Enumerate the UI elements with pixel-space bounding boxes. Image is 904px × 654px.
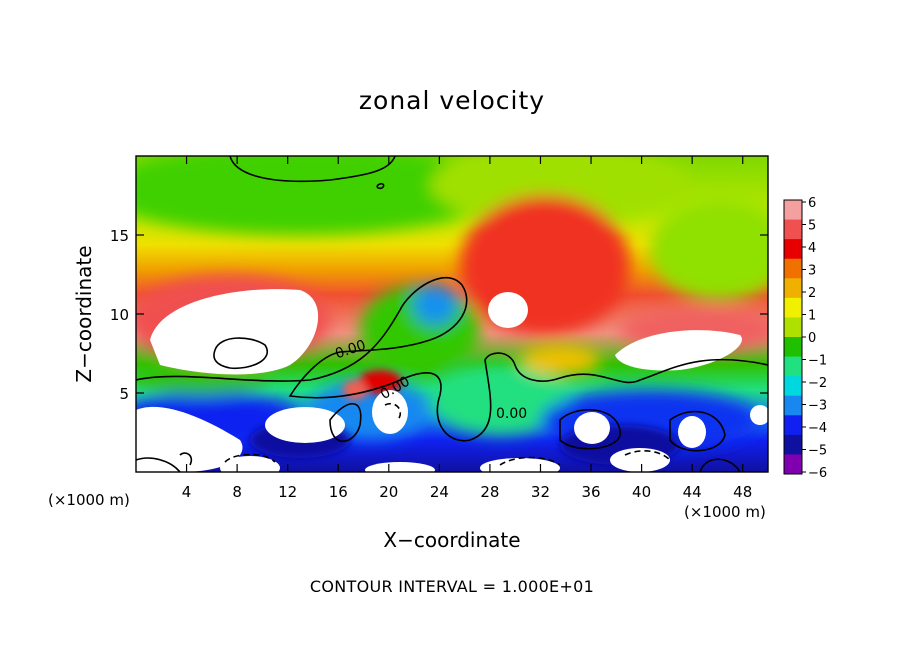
x-tick-label: 36 <box>581 483 600 501</box>
x-tick-label: 28 <box>480 483 499 501</box>
x-tick-label: 20 <box>379 483 398 501</box>
x-tick-label: 40 <box>632 483 651 501</box>
x-tick-label: 32 <box>531 483 550 501</box>
colorbar-swatch <box>784 337 802 358</box>
x-tick-label: 4 <box>182 483 192 501</box>
colorbar-swatch <box>784 219 802 240</box>
x-tick-label: 16 <box>329 483 348 501</box>
colorbar-swatch <box>784 454 802 475</box>
y-tick-label: 5 <box>119 385 129 403</box>
colorbar-label: −2 <box>808 376 827 391</box>
x-unit-label: (×1000 m) <box>684 503 766 521</box>
colorbar-label: 2 <box>808 286 816 301</box>
x-tick-label: 44 <box>683 483 702 501</box>
contour-label: 0.00 <box>496 406 527 422</box>
x-tick-label: 48 <box>733 483 752 501</box>
colorbar-swatch <box>784 395 802 416</box>
colorbar-swatch <box>784 434 802 455</box>
x-tick-label: 12 <box>278 483 297 501</box>
x-axis: 4 8 12 16 20 24 28 32 36 40 44 48 <box>182 156 752 501</box>
colorbar-label: 1 <box>808 309 816 324</box>
y-tick-label: 15 <box>110 227 129 245</box>
colorbar-swatch <box>784 317 802 338</box>
y-tick-label: 10 <box>110 306 129 324</box>
x-tick-label: 8 <box>232 483 242 501</box>
colorbar-label: −4 <box>808 421 827 436</box>
colorbar-label: 0 <box>808 331 816 346</box>
colorbar-label: −1 <box>808 354 827 369</box>
colorbar-label: −5 <box>808 444 827 459</box>
colorbar-label: 4 <box>808 241 816 256</box>
colorbar-swatch <box>784 356 802 377</box>
colorbar-swatch <box>784 415 802 436</box>
colorbar-label: 5 <box>808 219 816 234</box>
heatmap-field <box>136 156 768 472</box>
colorbar-swatch <box>784 239 802 260</box>
colorbar-label: 6 <box>808 196 816 211</box>
colorbar-swatch <box>784 297 802 318</box>
colorbar-swatch <box>784 376 802 397</box>
colorbar-swatch <box>784 278 802 299</box>
contour-interval-note: CONTOUR INTERVAL = 1.000E+01 <box>309 577 595 596</box>
y-axis: 5 10 15 <box>110 227 768 403</box>
y-axis-title: Z−coordinate <box>72 245 96 382</box>
chart-title: zonal velocity <box>358 86 546 115</box>
colorbar-label: 3 <box>808 264 816 279</box>
colorbar-label: −6 <box>808 466 827 481</box>
colorbar-label: −3 <box>808 399 827 414</box>
y-unit-label: (×1000 m) <box>48 491 130 509</box>
colorbar-swatch <box>784 200 802 221</box>
colorbar-swatch <box>784 258 802 279</box>
x-tick-label: 24 <box>430 483 449 501</box>
colorbar: 6 5 4 3 2 1 0 −1 −2 −3 −4 −5 −6 <box>783 196 827 481</box>
x-axis-title: X−coordinate <box>383 528 520 552</box>
contour-lines <box>136 156 768 472</box>
